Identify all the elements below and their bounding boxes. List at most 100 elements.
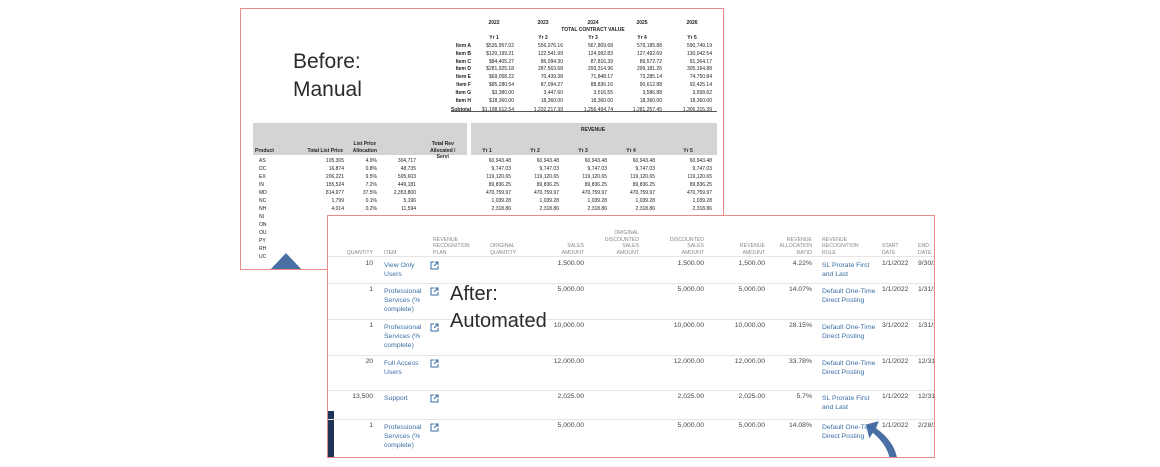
text: $3,380.00: [491, 89, 514, 96]
text: 18,360.00: [590, 97, 613, 104]
row-separator: [328, 419, 934, 420]
text: NH: [259, 206, 267, 212]
text: ORIGINAL DISCOUNTED SALES AMOUNT: [604, 230, 639, 256]
text: 70,439.38: [540, 74, 563, 81]
text: 5,196: [403, 198, 416, 204]
text: $1,198,612.54: [482, 107, 514, 114]
text: Yr 5: [687, 35, 697, 41]
text: 9.5%: [365, 174, 377, 180]
text: 7.2%: [365, 182, 377, 188]
row-separator: [328, 319, 934, 320]
text: 60,943.48: [536, 158, 559, 164]
text: 86,094.30: [540, 58, 563, 65]
decor: [270, 253, 302, 269]
text: 90,612.88: [639, 82, 662, 88]
text: 60,943.48: [584, 158, 607, 164]
text: 10,000.00: [673, 322, 704, 329]
text: 595,603: [397, 174, 416, 180]
text: Manual: [293, 78, 362, 101]
text: 4.22%: [792, 260, 812, 267]
text: Yr 5: [683, 148, 693, 154]
text: Item F: [456, 82, 471, 88]
text: UC: [259, 254, 267, 260]
text: 3/1/2022: [882, 322, 909, 329]
text: 130,042.54: [686, 50, 712, 57]
text: Professional Services (% complete): [384, 424, 422, 450]
text: 18,360.00: [689, 97, 712, 104]
text: 2024: [587, 20, 599, 26]
text: REVENUE AMOUNT: [739, 243, 765, 256]
text: Total List Price: [307, 148, 343, 154]
text: AS: [259, 158, 266, 164]
text: 2,353,800: [393, 190, 416, 196]
text: 14.08%: [788, 422, 812, 429]
row-separator: [328, 256, 934, 257]
text: Item E: [455, 74, 471, 81]
triangle: [270, 253, 302, 269]
open-icon[interactable]: [430, 323, 439, 332]
text: 89,836.25: [584, 182, 607, 188]
text: 567,809.68: [587, 43, 613, 49]
open-icon[interactable]: [430, 394, 439, 403]
text: 2022: [488, 20, 500, 26]
text: Default One-Time Direct Posting: [822, 360, 876, 377]
text: 11,594: [401, 206, 416, 212]
text: $84,405.27: [488, 58, 514, 65]
open-icon[interactable]: [430, 261, 439, 270]
text: 1,281,257.45: [632, 107, 662, 114]
text: 89,836.25: [536, 182, 559, 188]
cursor-arrow: [864, 418, 899, 457]
text: TOTAL CONTRACT VALUE: [561, 27, 625, 33]
text: NI: [259, 214, 264, 220]
text: 1/1/2022: [882, 422, 909, 429]
text: 89,836.25: [689, 182, 712, 188]
text: 1: [369, 286, 373, 293]
text: Yr 3: [588, 35, 598, 41]
text: 590,749.19: [686, 43, 712, 49]
text: $69,058.22: [488, 74, 514, 81]
text: 155,524: [325, 182, 344, 188]
text: Yr 4: [637, 35, 647, 41]
text: $85,280.54: [488, 82, 514, 88]
text: Default One-Time Direct Posting: [822, 288, 876, 305]
text: 124,992.83: [587, 50, 613, 57]
text: 5,000.00: [677, 286, 704, 293]
text: 14.07%: [788, 286, 812, 293]
text: List Price Allocation: [352, 141, 377, 154]
row-separator: [328, 390, 934, 391]
text: 16,874: [328, 166, 344, 172]
open-icon[interactable]: [430, 359, 439, 368]
text: Item C: [455, 58, 471, 65]
text: Professional Services (% complete): [384, 288, 422, 314]
text: 470,759.97: [629, 190, 655, 196]
text: 2,318.86: [692, 206, 712, 212]
text: REVENUE RECOGNITION PLAN: [433, 236, 470, 256]
text: 3,658.62: [692, 89, 712, 96]
text: 293,314.96: [587, 66, 613, 73]
text: 2,025.00: [677, 393, 704, 400]
text: 88,836.16: [590, 82, 613, 88]
text: 0.8%: [365, 166, 377, 172]
text: 470,759.97: [686, 190, 712, 196]
text: REVENUE: [580, 127, 606, 133]
text: SL Prorate First and Last: [822, 395, 870, 412]
text: 5,000.00: [557, 286, 584, 293]
text: 2025: [636, 20, 648, 26]
text: 13,500: [352, 393, 373, 400]
text: QUANTITY: [346, 249, 373, 256]
text: EX: [259, 174, 266, 180]
text: ON: [259, 222, 267, 228]
text: $18,360.00: [488, 97, 514, 104]
text: 4.9%: [365, 158, 377, 164]
text: 9,747.03: [635, 166, 655, 172]
open-icon[interactable]: [430, 423, 439, 432]
text: 37.5%: [362, 190, 377, 196]
text: 1: [369, 322, 373, 329]
text: 2,318.86: [539, 206, 559, 212]
text: 18,360.00: [540, 97, 563, 104]
text: 12,000.00: [734, 358, 765, 365]
text: ORIGINAL QUANTITY: [490, 243, 517, 256]
text: 119,120.65: [582, 174, 607, 180]
open-icon[interactable]: [430, 287, 439, 296]
text: 1,039.28: [635, 198, 655, 204]
